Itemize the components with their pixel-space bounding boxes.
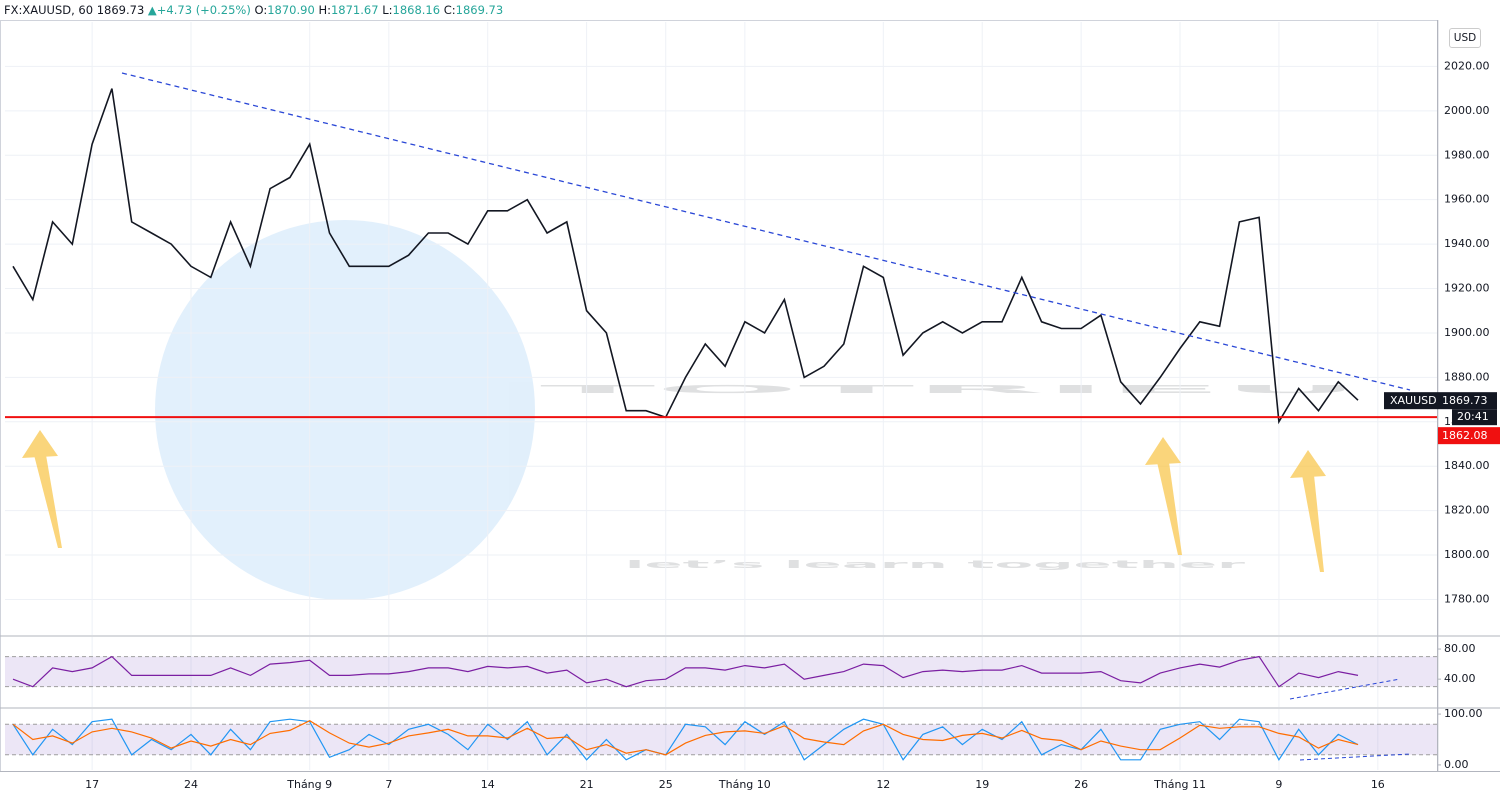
arrow-shaft — [34, 455, 62, 548]
support-label: 1862.08 — [1442, 429, 1488, 442]
symbol: FX:XAUUSD, 60 — [4, 3, 94, 17]
y-tick-label: 1940.00 — [1444, 237, 1490, 250]
ohlc-value: 1871.67 — [330, 3, 379, 17]
arrow-head — [1145, 437, 1181, 465]
ohlc-value: 1868.16 — [392, 3, 441, 17]
band-fill — [5, 724, 1437, 755]
x-tick-label: 25 — [659, 778, 673, 791]
watermark-logo — [155, 220, 535, 600]
arrow-shaft — [1157, 462, 1182, 555]
watermark-brand: TOTRIEU — [540, 383, 1360, 396]
rsi-trendline — [1289, 678, 1401, 700]
y-tick-label: 1840.00 — [1444, 459, 1490, 472]
x-tick-label: 9 — [1275, 778, 1282, 791]
ohlc-label: H: — [318, 3, 331, 17]
y-tick-label: 80.00 — [1444, 642, 1476, 655]
ohlc-value: 1870.90 — [267, 3, 315, 17]
stoch-trendline — [1299, 753, 1411, 761]
x-tick-label: 19 — [975, 778, 989, 791]
x-tick-label: Tháng 9 — [286, 778, 332, 791]
highlight-arrow — [22, 430, 62, 548]
watermark-slogan: let’s learn together — [625, 558, 1248, 571]
support-label-bg — [1438, 427, 1500, 445]
price-label-bg — [1384, 392, 1497, 410]
arrow-shaft — [1302, 475, 1324, 572]
x-tick-label: Tháng 11 — [1153, 778, 1206, 791]
y-tick-label: 40.00 — [1444, 672, 1476, 685]
ohlc-label: C: — [443, 3, 456, 17]
x-tick-label: 26 — [1074, 778, 1088, 791]
x-tick-label: 17 — [85, 778, 99, 791]
highlight-arrow — [1290, 450, 1326, 572]
y-tick-label: 2000.00 — [1444, 104, 1490, 117]
highlight-arrow — [1145, 437, 1182, 555]
y-tick-label: 1880.00 — [1444, 370, 1490, 383]
y-tick-label: 2020.00 — [1444, 59, 1490, 72]
y-tick-label: 1800.00 — [1444, 548, 1490, 561]
arrow-head — [22, 430, 58, 458]
y-tick-label: 1900.00 — [1444, 326, 1490, 339]
series-line — [12, 718, 1359, 761]
price-label-value: 1869.73 — [1442, 394, 1488, 407]
price-label-symbol: XAUUSD — [1390, 394, 1437, 407]
y-tick-label: 1920.00 — [1444, 282, 1490, 295]
y-tick-label: 1820.00 — [1444, 504, 1490, 517]
x-tick-label: Tháng 10 — [718, 778, 771, 791]
currency-button[interactable]: USD — [1449, 28, 1481, 48]
change: +4.73 — [156, 3, 193, 17]
ohlc-label: O: — [254, 3, 268, 17]
change-pct: (+0.25%) — [195, 3, 251, 17]
up-arrow: ▲ — [147, 3, 157, 17]
ohlc: O:1870.90 H:1871.67 L:1868.16 C:1869.73 — [255, 3, 504, 17]
x-tick-label: 12 — [876, 778, 890, 791]
ohlc-value: 1869.73 — [455, 3, 504, 17]
y-tick-label: 100.00 — [1444, 707, 1483, 720]
y-tick-label: 0.00 — [1444, 758, 1469, 771]
y-tick-label: 1960.00 — [1444, 193, 1490, 206]
series-line — [12, 88, 1359, 425]
y-tick-label: 1980.00 — [1444, 148, 1490, 161]
arrow-head — [1290, 450, 1326, 478]
ohlc-label: L: — [382, 3, 393, 17]
x-tick-label: 24 — [184, 778, 198, 791]
countdown: 20:41 — [1457, 410, 1489, 423]
y-tick-label: 1780.00 — [1444, 592, 1490, 605]
x-tick-label: 16 — [1371, 778, 1385, 791]
series-line — [12, 655, 1359, 688]
countdown-bg — [1452, 409, 1497, 426]
last-price: 1869.73 — [96, 3, 145, 17]
x-tick-label: 21 — [580, 778, 594, 791]
header: FX:XAUUSD, 60 1869.73 ▲+4.73 (+0.25%) O:… — [4, 3, 503, 17]
band-fill — [5, 656, 1437, 687]
x-tick-label: 14 — [481, 778, 495, 791]
series-line — [12, 720, 1359, 756]
x-tick-label: 7 — [385, 778, 392, 791]
